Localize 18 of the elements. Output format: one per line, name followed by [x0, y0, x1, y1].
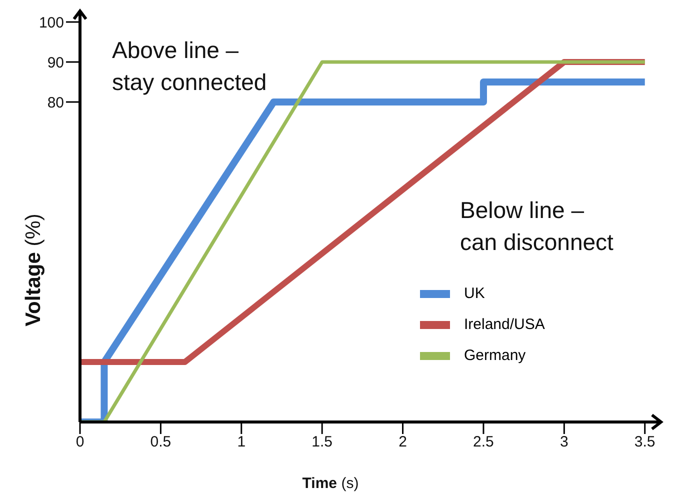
legend-label: UK — [464, 285, 485, 302]
legend-label: Germany — [464, 347, 526, 364]
x-axis-title: Time (s) — [302, 475, 359, 492]
y-tick-label: 90 — [47, 54, 64, 72]
x-tick-label: 2 — [398, 434, 407, 451]
x-tick-label: 1.5 — [312, 434, 333, 451]
x-tick-label: 1 — [237, 434, 246, 451]
y-tick-label: 100 — [38, 14, 64, 32]
x-tick-label: 3.5 — [634, 434, 656, 451]
annotation: Below line – can disconnect — [460, 197, 614, 255]
y-tick-label: 80 — [47, 94, 64, 112]
legend-label: Ireland/USA — [464, 316, 545, 333]
x-tick-label: 0.5 — [150, 434, 172, 451]
y-axis-title: Voltage (%) — [22, 214, 45, 326]
x-tick-label: 0 — [76, 434, 84, 451]
annotation: Above line – stay connected — [112, 37, 267, 95]
x-tick-label: 2.5 — [473, 434, 494, 451]
x-tick-label: 3 — [560, 434, 568, 451]
